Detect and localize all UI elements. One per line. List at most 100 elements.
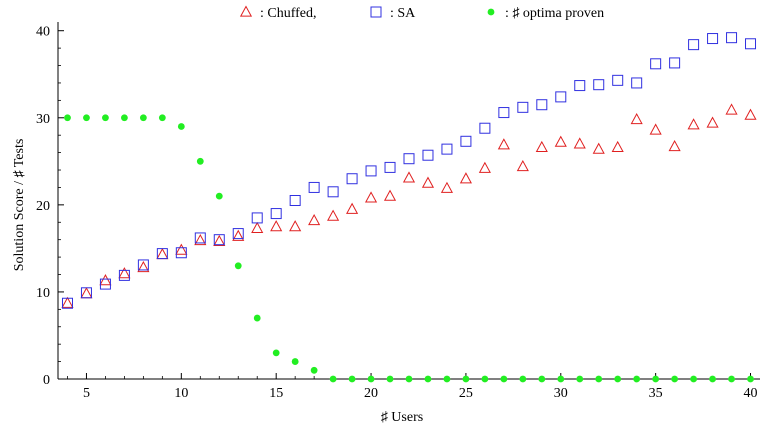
- point-square: [517, 101, 529, 113]
- point-circle: [329, 375, 337, 383]
- point-circle: [177, 123, 185, 130]
- point-triangle: [118, 267, 131, 279]
- point-square: [593, 79, 605, 91]
- point-triangle: [194, 234, 207, 246]
- point-triangle: [327, 209, 340, 221]
- point-circle: [386, 375, 394, 383]
- point-square: [327, 186, 339, 198]
- point-triangle: [592, 142, 605, 154]
- point-square: [726, 32, 738, 44]
- point-circle: [690, 375, 697, 383]
- point-square: [688, 39, 700, 51]
- point-triangle: [630, 112, 643, 125]
- x-axis-title: ♯ Users: [381, 410, 423, 425]
- point-circle: [102, 114, 109, 122]
- point-triangle: [346, 202, 359, 214]
- point-square: [156, 248, 168, 260]
- point-triangle: [156, 247, 169, 260]
- point-circle: [158, 114, 166, 122]
- y-axis-title: Solution Score / ♯ Tests: [12, 139, 27, 272]
- point-square: [650, 58, 662, 70]
- point-circle: [538, 375, 546, 383]
- series-square: [61, 32, 757, 309]
- point-circle: [519, 375, 527, 383]
- legend-marker-triangle: [239, 5, 253, 17]
- point-square: [175, 247, 187, 259]
- point-circle: [443, 375, 451, 383]
- point-circle: [253, 314, 261, 322]
- point-triangle: [668, 139, 681, 152]
- point-square: [232, 228, 244, 240]
- y-tick-label: 0: [43, 373, 50, 388]
- x-tick-label: 30: [554, 386, 568, 401]
- point-square: [308, 181, 320, 193]
- point-square: [707, 33, 719, 45]
- point-circle: [139, 114, 147, 122]
- point-circle: [121, 114, 128, 122]
- point-circle: [557, 375, 565, 383]
- point-square: [384, 161, 396, 173]
- point-triangle: [478, 161, 491, 173]
- x-tick-label: 15: [269, 386, 283, 401]
- point-triangle: [80, 287, 93, 299]
- point-circle: [462, 375, 470, 383]
- point-triangle: [744, 108, 757, 120]
- data-marks: [61, 32, 757, 383]
- point-circle: [310, 366, 318, 374]
- point-triangle: [270, 220, 283, 232]
- point-triangle: [61, 296, 74, 308]
- point-square: [346, 173, 358, 185]
- y-tick-label: 40: [36, 25, 50, 40]
- point-circle: [500, 375, 508, 383]
- point-square: [213, 234, 225, 246]
- point-triangle: [137, 260, 150, 273]
- point-triangle: [687, 118, 700, 130]
- point-square: [422, 149, 434, 161]
- legend-label: : ♯ optima proven: [505, 6, 604, 21]
- point-triangle: [706, 116, 719, 128]
- point-triangle: [573, 137, 586, 149]
- legend: : Chuffed,: SA: ♯ optima proven: [239, 5, 604, 21]
- point-circle: [405, 375, 413, 383]
- x-tick-label: 25: [459, 386, 473, 401]
- axes: 5 10 15 20 25 30 35 40 0 10 20 30 40: [36, 22, 760, 401]
- point-circle: [709, 375, 716, 383]
- point-circle: [747, 375, 754, 383]
- point-square: [137, 259, 149, 271]
- point-square: [479, 122, 491, 134]
- y-tick-label: 10: [36, 286, 50, 301]
- point-triangle: [421, 176, 435, 188]
- point-circle: [728, 375, 735, 383]
- point-square: [536, 99, 548, 111]
- point-square: [631, 77, 643, 89]
- legend-label: : Chuffed,: [260, 6, 317, 21]
- point-square: [365, 165, 377, 177]
- point-square: [289, 195, 301, 206]
- point-triangle: [308, 213, 321, 226]
- point-square: [118, 269, 130, 281]
- y-tick-label: 30: [36, 112, 50, 127]
- point-square: [61, 297, 73, 309]
- point-circle: [272, 349, 280, 357]
- legend-marker-circle: [487, 8, 495, 16]
- point-circle: [424, 375, 432, 383]
- point-triangle: [440, 181, 454, 193]
- point-triangle: [535, 140, 548, 153]
- point-square: [99, 278, 111, 290]
- point-triangle: [289, 220, 302, 232]
- point-circle: [576, 375, 584, 383]
- point-square: [574, 80, 586, 92]
- point-triangle: [497, 138, 510, 150]
- point-circle: [367, 375, 375, 383]
- point-circle: [481, 375, 489, 383]
- point-triangle: [649, 123, 662, 135]
- point-circle: [215, 192, 223, 200]
- point-square: [745, 38, 757, 50]
- point-triangle: [99, 274, 112, 286]
- point-triangle: [383, 189, 397, 201]
- x-tick-label: 40: [744, 386, 758, 401]
- point-circle: [652, 375, 660, 383]
- point-triangle: [402, 171, 416, 183]
- point-square: [251, 212, 263, 224]
